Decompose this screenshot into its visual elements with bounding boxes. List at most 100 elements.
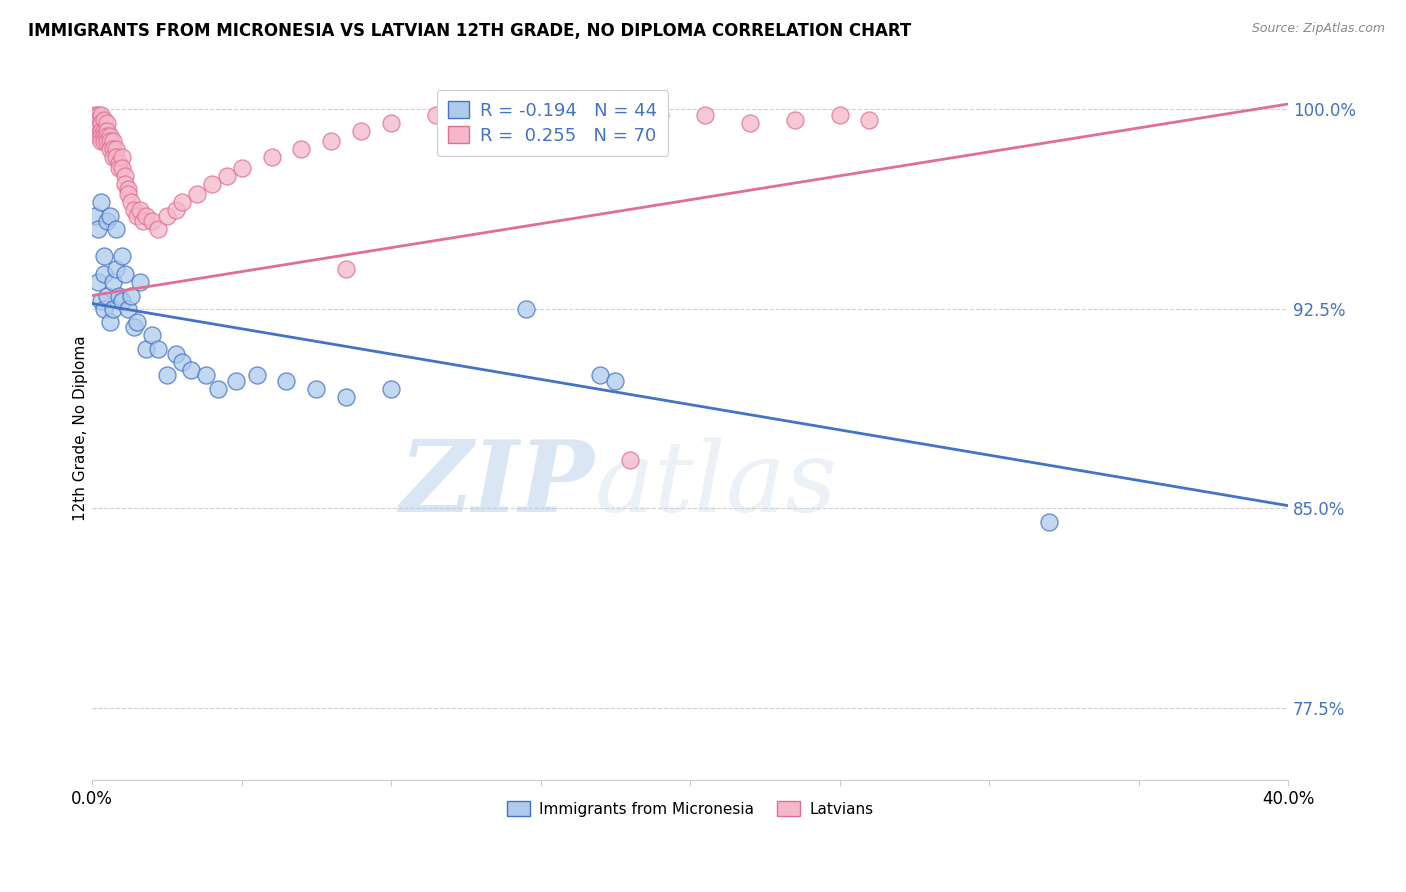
Point: [122, 320, 145, 334]
Point: [380, 382, 402, 396]
Point: [231, 161, 253, 175]
Point: [90, 293, 112, 308]
Point: [1038, 515, 1060, 529]
Point: [93, 249, 115, 263]
Point: [111, 150, 134, 164]
Point: [105, 262, 128, 277]
Point: [170, 355, 193, 369]
Point: [120, 288, 142, 302]
Point: [141, 328, 163, 343]
Point: [87, 128, 110, 143]
Point: [117, 301, 139, 316]
Point: [84, 116, 107, 130]
Point: [260, 150, 283, 164]
Point: [111, 293, 134, 308]
Point: [165, 347, 187, 361]
Point: [165, 203, 187, 218]
Point: [84, 209, 107, 223]
Point: [828, 108, 851, 122]
Point: [305, 382, 328, 396]
Point: [93, 267, 115, 281]
Point: [101, 142, 124, 156]
Point: [605, 374, 627, 388]
Text: ZIP: ZIP: [399, 436, 595, 533]
Point: [225, 374, 247, 388]
Point: [93, 128, 115, 143]
Point: [141, 214, 163, 228]
Point: [105, 222, 128, 236]
Point: [122, 203, 145, 218]
Point: [96, 134, 118, 148]
Point: [650, 108, 672, 122]
Point: [858, 113, 880, 128]
Point: [96, 214, 118, 228]
Point: [108, 155, 131, 169]
Point: [98, 142, 121, 156]
Point: [215, 169, 238, 183]
Point: [114, 177, 136, 191]
Point: [96, 116, 118, 130]
Point: [84, 111, 107, 125]
Point: [120, 195, 142, 210]
Point: [111, 161, 134, 175]
Point: [93, 134, 115, 148]
Point: [156, 368, 179, 383]
Point: [93, 113, 115, 128]
Point: [108, 161, 131, 175]
Point: [335, 390, 357, 404]
Text: atlas: atlas: [595, 437, 837, 533]
Point: [90, 116, 112, 130]
Point: [101, 275, 124, 289]
Point: [98, 128, 121, 143]
Point: [132, 214, 155, 228]
Point: [335, 262, 357, 277]
Point: [207, 382, 229, 396]
Point: [90, 134, 112, 148]
Point: [87, 113, 110, 128]
Point: [125, 315, 148, 329]
Point: [114, 267, 136, 281]
Point: [129, 275, 152, 289]
Point: [96, 288, 118, 302]
Point: [201, 177, 224, 191]
Point: [470, 113, 492, 128]
Point: [135, 209, 157, 223]
Point: [90, 195, 112, 210]
Point: [90, 123, 112, 137]
Point: [186, 187, 208, 202]
Point: [605, 111, 627, 125]
Point: [101, 134, 124, 148]
Point: [515, 301, 537, 316]
Point: [90, 128, 112, 143]
Point: [276, 374, 298, 388]
Point: [170, 195, 193, 210]
Legend: Immigrants from Micronesia, Latvians: Immigrants from Micronesia, Latvians: [499, 794, 880, 824]
Point: [380, 116, 402, 130]
Point: [111, 249, 134, 263]
Point: [738, 116, 761, 130]
Point: [589, 368, 612, 383]
Point: [125, 209, 148, 223]
Point: [87, 116, 110, 130]
Point: [98, 315, 121, 329]
Point: [146, 342, 169, 356]
Point: [87, 222, 110, 236]
Point: [129, 203, 152, 218]
Point: [90, 108, 112, 122]
Point: [117, 182, 139, 196]
Point: [93, 123, 115, 137]
Point: [135, 342, 157, 356]
Point: [117, 187, 139, 202]
Point: [105, 142, 128, 156]
Point: [194, 368, 217, 383]
Point: [783, 113, 806, 128]
Point: [93, 301, 115, 316]
Point: [425, 108, 447, 122]
Point: [96, 128, 118, 143]
Point: [350, 123, 373, 137]
Point: [96, 123, 118, 137]
Point: [560, 108, 582, 122]
Text: IMMIGRANTS FROM MICRONESIA VS LATVIAN 12TH GRADE, NO DIPLOMA CORRELATION CHART: IMMIGRANTS FROM MICRONESIA VS LATVIAN 12…: [28, 22, 911, 40]
Point: [246, 368, 269, 383]
Point: [156, 209, 179, 223]
